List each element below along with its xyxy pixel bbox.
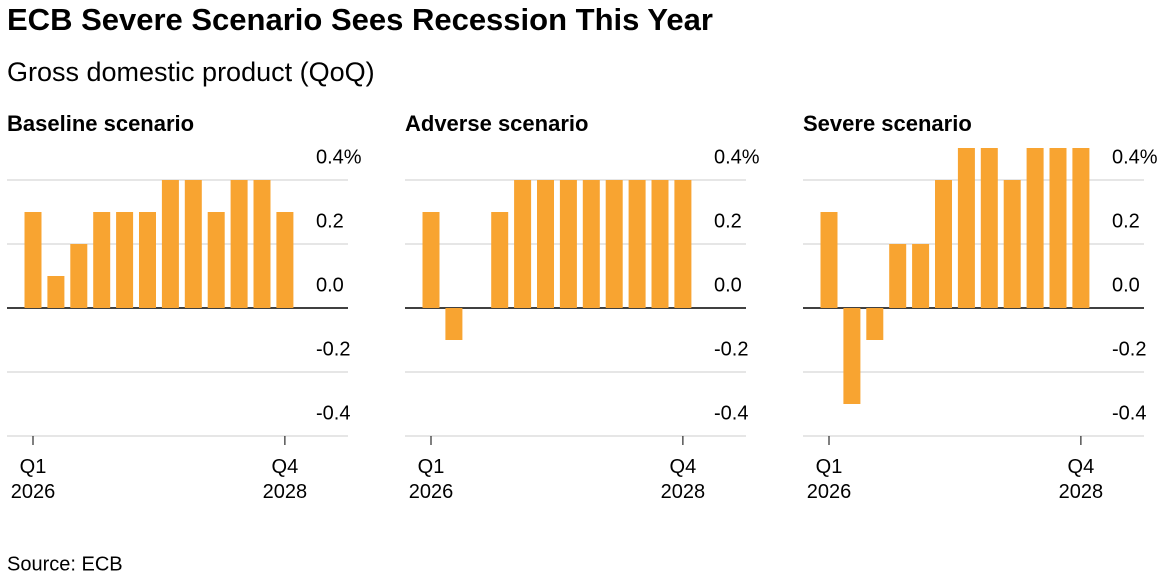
y-tick-label: -0.4 [1112, 402, 1146, 424]
bar [1072, 148, 1090, 308]
y-tick-label: 0.0 [714, 274, 742, 296]
y-tick-label: -0.4 [714, 402, 748, 424]
bar [116, 212, 134, 308]
x-tick-label: Q4 2028 [1058, 456, 1104, 503]
bar [674, 180, 692, 308]
bar [276, 212, 294, 308]
panel-title: Adverse scenario [405, 111, 588, 136]
bar [253, 180, 271, 308]
y-tick-label: 0.4% [316, 146, 362, 168]
y-tick-label: 0.2 [316, 210, 344, 232]
y-tick-label: 0.0 [316, 274, 344, 296]
y-tick-label: 0.4% [1112, 146, 1158, 168]
bar [582, 180, 600, 308]
x-tick-label: Q4 2028 [262, 456, 308, 503]
y-tick-label: -0.2 [316, 338, 350, 360]
bar [70, 244, 88, 308]
bar [628, 180, 646, 308]
y-tick-label: -0.4 [316, 402, 350, 424]
panel-title: Severe scenario [803, 111, 972, 136]
bar [93, 212, 111, 308]
y-tick-label: 0.4% [714, 146, 760, 168]
x-tick-label: Q1 2026 [806, 456, 852, 503]
x-tick-label: Q4 2028 [660, 456, 706, 503]
bar [912, 244, 930, 308]
bar [139, 212, 156, 308]
bar [491, 212, 509, 308]
bar [605, 180, 623, 308]
y-tick-label: -0.2 [714, 338, 748, 360]
bar [935, 180, 952, 308]
chart-subtitle: Gross domestic product (QoQ) [7, 57, 375, 87]
bar [514, 180, 532, 308]
source: Source: ECB [7, 553, 123, 575]
bar [1003, 180, 1021, 308]
bar [820, 212, 838, 308]
bar [422, 212, 440, 308]
y-tick-label: -0.2 [1112, 338, 1146, 360]
bar [230, 180, 248, 308]
chart-title: ECB Severe Scenario Sees Recession This … [7, 2, 713, 37]
bar [843, 308, 861, 404]
bar [559, 180, 577, 308]
bar [1026, 148, 1044, 308]
x-tick-label: Q1 2026 [408, 456, 454, 503]
y-tick-label: 0.2 [1112, 210, 1140, 232]
panel-title: Baseline scenario [7, 111, 194, 136]
y-tick-label: 0.2 [714, 210, 742, 232]
bar [207, 212, 225, 308]
y-tick-label: 0.0 [1112, 274, 1140, 296]
bar [537, 180, 554, 308]
bar [957, 148, 975, 308]
bar [161, 180, 179, 308]
bar [445, 308, 463, 340]
bar [24, 212, 42, 308]
bar [47, 276, 65, 308]
bar [1049, 148, 1067, 308]
bar [980, 148, 998, 308]
bar [184, 180, 202, 308]
bar [889, 244, 907, 308]
x-tick-label: Q1 2026 [10, 456, 56, 503]
bar [651, 180, 669, 308]
bar [866, 308, 884, 340]
